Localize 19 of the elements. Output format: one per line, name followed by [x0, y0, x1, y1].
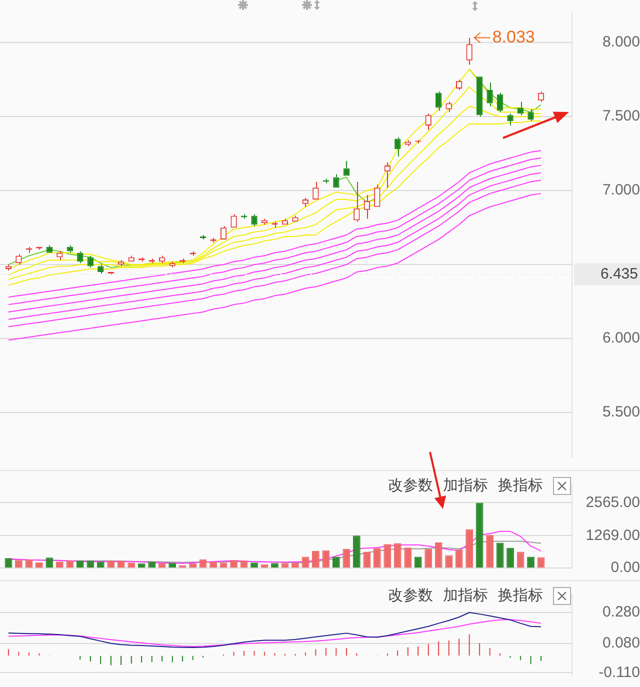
y-tick-label: 0.280	[602, 604, 640, 621]
y-tick-label: 1269.00	[586, 526, 640, 544]
y-tick-label: 7.000	[602, 182, 640, 199]
y-tick-label: 6.000	[602, 330, 640, 347]
annotation: 改参数	[388, 586, 433, 605]
annotation: 换指标	[498, 586, 543, 605]
y-tick-label: 0.080	[602, 634, 640, 652]
annotation: 改参数	[388, 476, 433, 495]
annotation: 加指标	[443, 586, 488, 605]
y-tick-label: 5.500	[602, 404, 640, 421]
y-tick-label: 2565.00	[586, 494, 640, 511]
y-tick-label: 8.000	[602, 34, 640, 51]
ref-line-label: 6.435	[600, 265, 638, 282]
annotation: 换指标	[498, 476, 543, 495]
y-tick-label: 0.00	[610, 559, 640, 576]
y-tick-label: -0.110	[598, 664, 640, 681]
annotation: 加指标	[443, 476, 488, 495]
annotation: 8.033	[492, 27, 535, 46]
y-tick-label: 7.500	[602, 108, 640, 125]
